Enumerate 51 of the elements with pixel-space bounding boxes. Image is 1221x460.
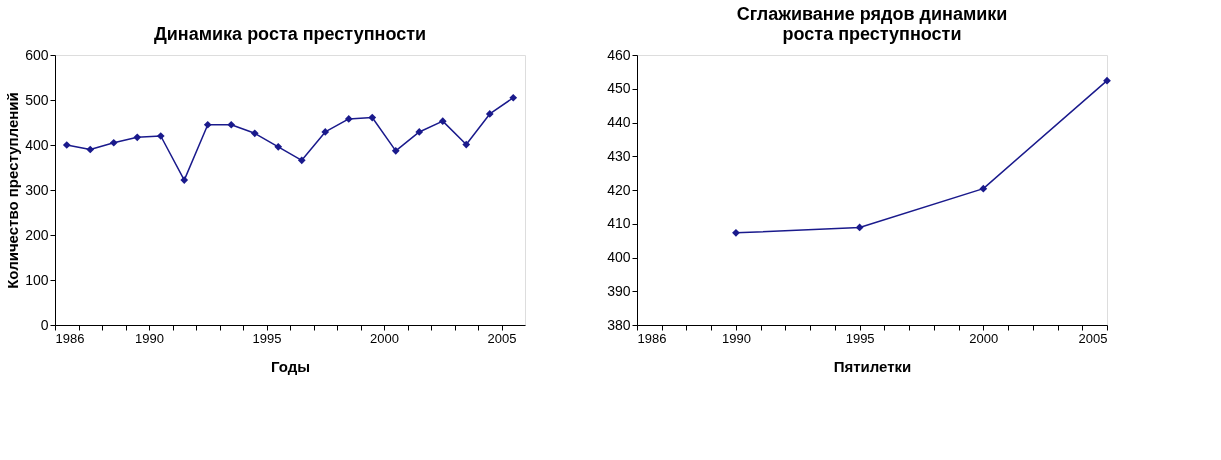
point — [133, 133, 142, 142]
point — [415, 128, 424, 136]
chart-title: Динамика роста преступности — [153, 24, 427, 44]
point — [509, 93, 518, 102]
y-tick-label: 430 — [607, 147, 631, 164]
point — [86, 145, 95, 154]
y-tick-label: 100 — [25, 271, 49, 288]
y-tick-label: 400 — [607, 249, 631, 265]
point — [250, 129, 259, 138]
x-tick-label: 2005 — [1078, 330, 1108, 346]
point — [391, 146, 400, 155]
y-tick-label: 420 — [607, 181, 631, 198]
point — [297, 156, 306, 165]
point — [156, 132, 165, 140]
y-tick-label: 200 — [25, 226, 49, 243]
y-tick-label: 440 — [607, 114, 631, 130]
x-tick-label: 1990 — [135, 330, 164, 346]
x-axis-title: Годы — [270, 357, 311, 375]
point — [462, 140, 471, 149]
y-tick-label: 460 — [607, 46, 631, 63]
x-tick-label: 2000 — [969, 330, 999, 346]
x-axis-title: Пятилетки — [833, 357, 912, 375]
x-tick-label: 1995 — [252, 330, 282, 346]
y-tick-label: 380 — [607, 316, 631, 333]
y-tick-label: 500 — [25, 91, 49, 108]
point — [227, 120, 236, 129]
x-tick-label: 1986 — [637, 330, 667, 346]
chart-title: Сглаживание рядов динамики роста преступности — [736, 4, 1008, 44]
y-axis-title: Количество преступлений — [4, 92, 22, 289]
point — [274, 142, 283, 151]
point — [438, 117, 447, 126]
point — [109, 138, 118, 147]
x-tick-label: 2005 — [487, 330, 517, 346]
x-tick-label: 2000 — [370, 330, 399, 346]
x-tick-label: 1990 — [721, 330, 751, 346]
point — [180, 176, 189, 184]
y-tick-label: 410 — [607, 215, 631, 232]
point — [368, 113, 377, 122]
y-tick-label: 390 — [607, 282, 631, 299]
y-tick-label: 600 — [25, 46, 49, 63]
point — [321, 128, 330, 136]
x-tick-label: 1995 — [845, 330, 875, 346]
y-tick-label: 400 — [25, 136, 49, 153]
point — [344, 115, 353, 123]
point — [62, 141, 71, 149]
point — [485, 110, 494, 118]
y-tick-label: 450 — [607, 80, 631, 97]
y-tick-label: 0 — [40, 316, 49, 333]
point — [203, 120, 212, 129]
y-tick-label: 300 — [25, 181, 49, 198]
x-tick-label: 1986 — [55, 330, 85, 346]
